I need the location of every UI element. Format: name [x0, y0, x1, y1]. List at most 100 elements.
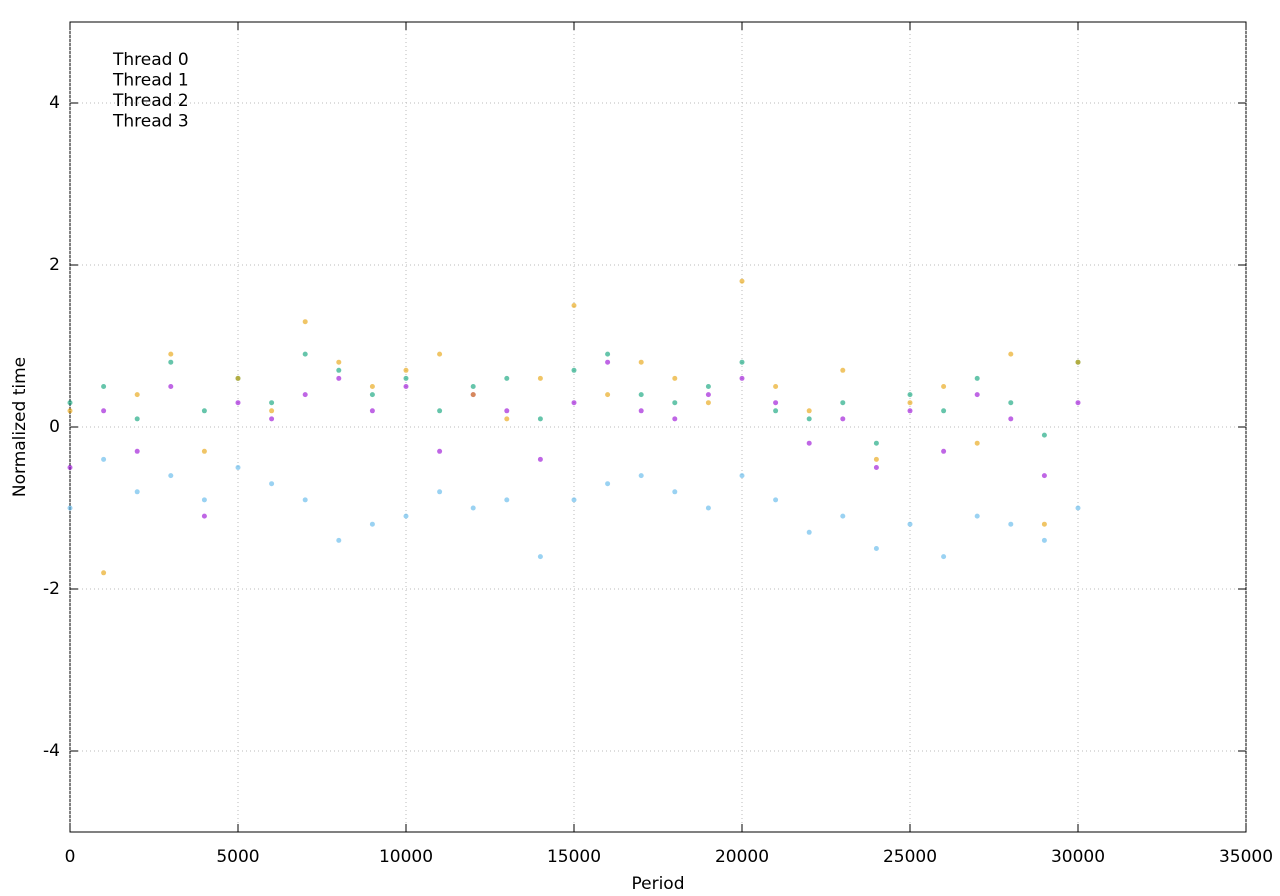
point — [638, 392, 644, 398]
point — [705, 384, 711, 389]
point — [638, 359, 644, 365]
point — [437, 489, 443, 495]
point — [840, 513, 846, 519]
point — [67, 465, 73, 470]
point — [1041, 432, 1047, 438]
point — [336, 537, 342, 543]
point — [269, 416, 275, 422]
point — [705, 392, 711, 398]
point — [907, 408, 913, 414]
point — [773, 400, 779, 406]
point — [873, 546, 879, 551]
point — [302, 351, 308, 357]
point — [235, 465, 241, 470]
point — [101, 456, 107, 462]
point — [806, 440, 812, 446]
point — [201, 513, 207, 519]
point — [1008, 416, 1014, 422]
point — [67, 408, 73, 414]
point — [1075, 359, 1081, 365]
point — [907, 392, 913, 398]
point — [369, 521, 375, 527]
point — [571, 367, 577, 373]
point — [773, 384, 779, 389]
point — [941, 408, 947, 414]
point — [672, 489, 678, 495]
point — [504, 375, 510, 381]
point — [638, 408, 644, 414]
x-tick-label: 0 — [65, 847, 76, 867]
point — [437, 351, 443, 357]
point — [67, 505, 73, 511]
point — [873, 440, 879, 446]
point — [269, 400, 275, 406]
point — [168, 359, 174, 365]
point — [1041, 537, 1047, 543]
point — [470, 384, 476, 389]
point — [168, 384, 174, 389]
point — [302, 392, 308, 398]
point — [134, 448, 140, 454]
point — [302, 497, 308, 503]
point — [638, 473, 644, 479]
x-tick-label: 10000 — [379, 847, 433, 867]
point — [840, 367, 846, 373]
point — [369, 392, 375, 398]
point — [806, 416, 812, 422]
point — [403, 384, 409, 389]
point — [840, 400, 846, 406]
legend-label: Thread 2 — [112, 91, 189, 111]
point — [235, 400, 241, 406]
point — [168, 473, 174, 479]
y-tick-label: 4 — [49, 93, 60, 113]
point — [67, 400, 73, 406]
legend-label: Thread 3 — [112, 112, 189, 132]
point — [605, 392, 611, 398]
point — [269, 408, 275, 414]
point — [504, 408, 510, 414]
point — [941, 448, 947, 454]
point — [739, 278, 745, 284]
point — [941, 384, 947, 389]
point — [403, 513, 409, 519]
point — [806, 529, 812, 535]
point — [369, 408, 375, 414]
x-tick-label: 25000 — [883, 847, 937, 867]
point — [168, 351, 174, 357]
point — [705, 505, 711, 511]
point — [403, 375, 409, 381]
legend-label: Thread 0 — [112, 50, 189, 70]
point — [336, 375, 342, 381]
point — [739, 375, 745, 381]
point — [672, 416, 678, 422]
point — [840, 416, 846, 422]
point — [1041, 473, 1047, 479]
point — [101, 570, 107, 576]
point — [269, 481, 275, 487]
point — [773, 408, 779, 414]
point — [537, 456, 543, 462]
y-tick-label: -2 — [43, 579, 60, 599]
y-tick-label: 2 — [49, 255, 60, 275]
point — [873, 465, 879, 470]
point — [201, 497, 207, 503]
legend-label: Thread 1 — [112, 71, 189, 91]
y-axis-label: Normalized time — [10, 357, 30, 497]
point — [336, 359, 342, 365]
point — [336, 367, 342, 373]
point — [302, 319, 308, 325]
x-tick-label: 15000 — [547, 847, 601, 867]
point — [571, 497, 577, 503]
point — [504, 497, 510, 503]
point — [470, 505, 476, 511]
point — [101, 384, 107, 389]
point — [571, 303, 577, 308]
point — [907, 521, 913, 527]
y-tick-label: 0 — [49, 417, 60, 437]
point — [235, 375, 241, 381]
point — [672, 375, 678, 381]
point — [1075, 400, 1081, 406]
x-tick-label: 5000 — [216, 847, 259, 867]
point — [101, 408, 107, 414]
point — [201, 448, 207, 454]
